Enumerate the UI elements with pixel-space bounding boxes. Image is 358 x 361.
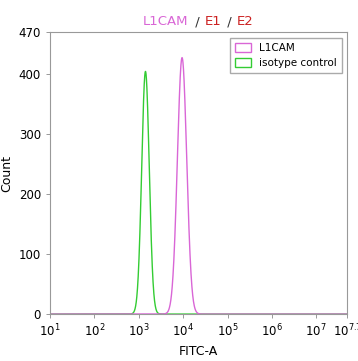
Text: E2: E2 [237,15,254,28]
Text: /: / [191,15,204,28]
Text: L1CAM: L1CAM [142,15,188,28]
Text: /: / [223,15,236,28]
Y-axis label: Count: Count [0,155,13,192]
Text: E1: E1 [205,15,222,28]
X-axis label: FITC-A: FITC-A [179,345,218,358]
Legend: L1CAM, isotype control: L1CAM, isotype control [230,38,342,73]
